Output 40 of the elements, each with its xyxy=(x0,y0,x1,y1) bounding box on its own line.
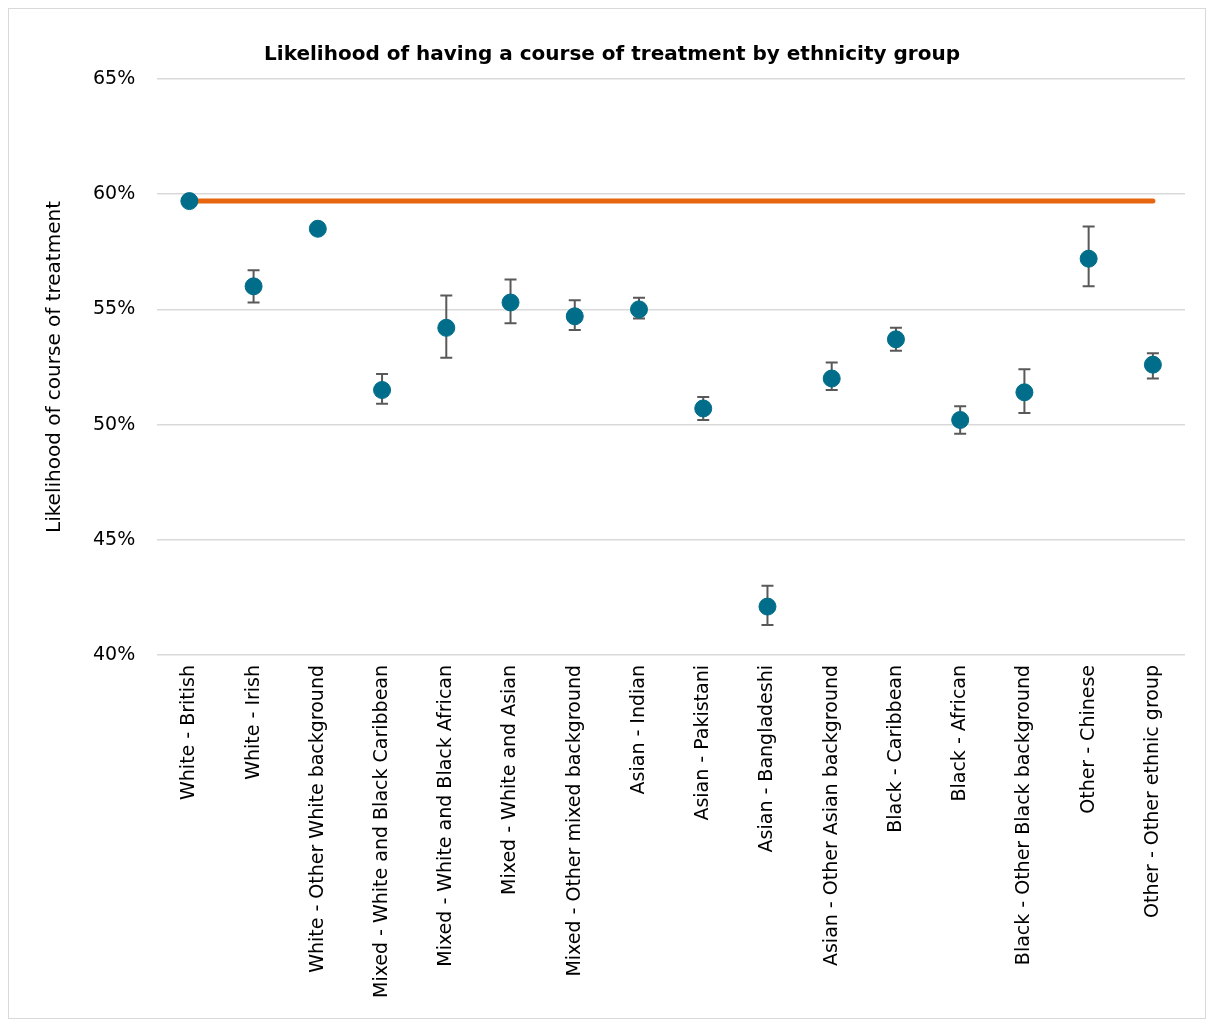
x-tick-label: Other - Chinese xyxy=(1075,664,1098,814)
x-tick-label: Mixed - White and Black African xyxy=(433,664,456,967)
y-axis-title: Likelihood of course of treatment xyxy=(41,200,66,533)
x-tick-label: Mixed - White and Asian xyxy=(497,664,520,895)
point xyxy=(758,597,777,616)
x-tick-label: White - Other White background xyxy=(304,664,327,973)
y-tick-label: 65% xyxy=(93,65,136,88)
x-tick-label: Mixed - White and Black Caribbean xyxy=(368,664,391,998)
y-tick-label: 55% xyxy=(93,296,136,319)
x-tick-label: Asian - Pakistani xyxy=(690,664,713,821)
x-tick-label: Mixed - Other mixed background xyxy=(561,664,584,977)
x-tick-label: Asian - Indian xyxy=(625,664,648,795)
point xyxy=(244,277,263,296)
x-tick-label: Black - African xyxy=(947,664,970,802)
chart-title: Likelihood of having a course of treatment by ethnicity group xyxy=(264,41,960,66)
x-tick-label: Black - Caribbean xyxy=(882,664,905,833)
y-tick-label: 40% xyxy=(93,641,136,664)
x-tick-label: White - Irish xyxy=(240,664,263,780)
x-tick-label: Asian - Other Asian background xyxy=(818,664,841,967)
y-tick-label: 60% xyxy=(93,181,136,204)
point xyxy=(630,300,648,319)
point xyxy=(694,399,713,418)
x-tick-label: White - British xyxy=(176,664,199,800)
point xyxy=(373,381,392,400)
x-tick-label: Black - Other Black background xyxy=(1011,664,1034,966)
x-tick-label: Other - Other ethnic group xyxy=(1139,664,1162,919)
point xyxy=(1015,383,1034,402)
point xyxy=(1079,249,1098,268)
y-tick-label: 50% xyxy=(93,411,136,434)
point xyxy=(565,307,584,326)
point xyxy=(437,318,456,337)
x-tick-label: Asian - Bangladeshi xyxy=(754,664,777,853)
point xyxy=(1143,355,1162,374)
point xyxy=(308,219,327,238)
point xyxy=(501,293,520,312)
point xyxy=(951,410,970,429)
point xyxy=(822,369,841,388)
y-tick-label: 45% xyxy=(93,526,136,549)
point xyxy=(886,330,905,349)
point xyxy=(180,192,199,211)
